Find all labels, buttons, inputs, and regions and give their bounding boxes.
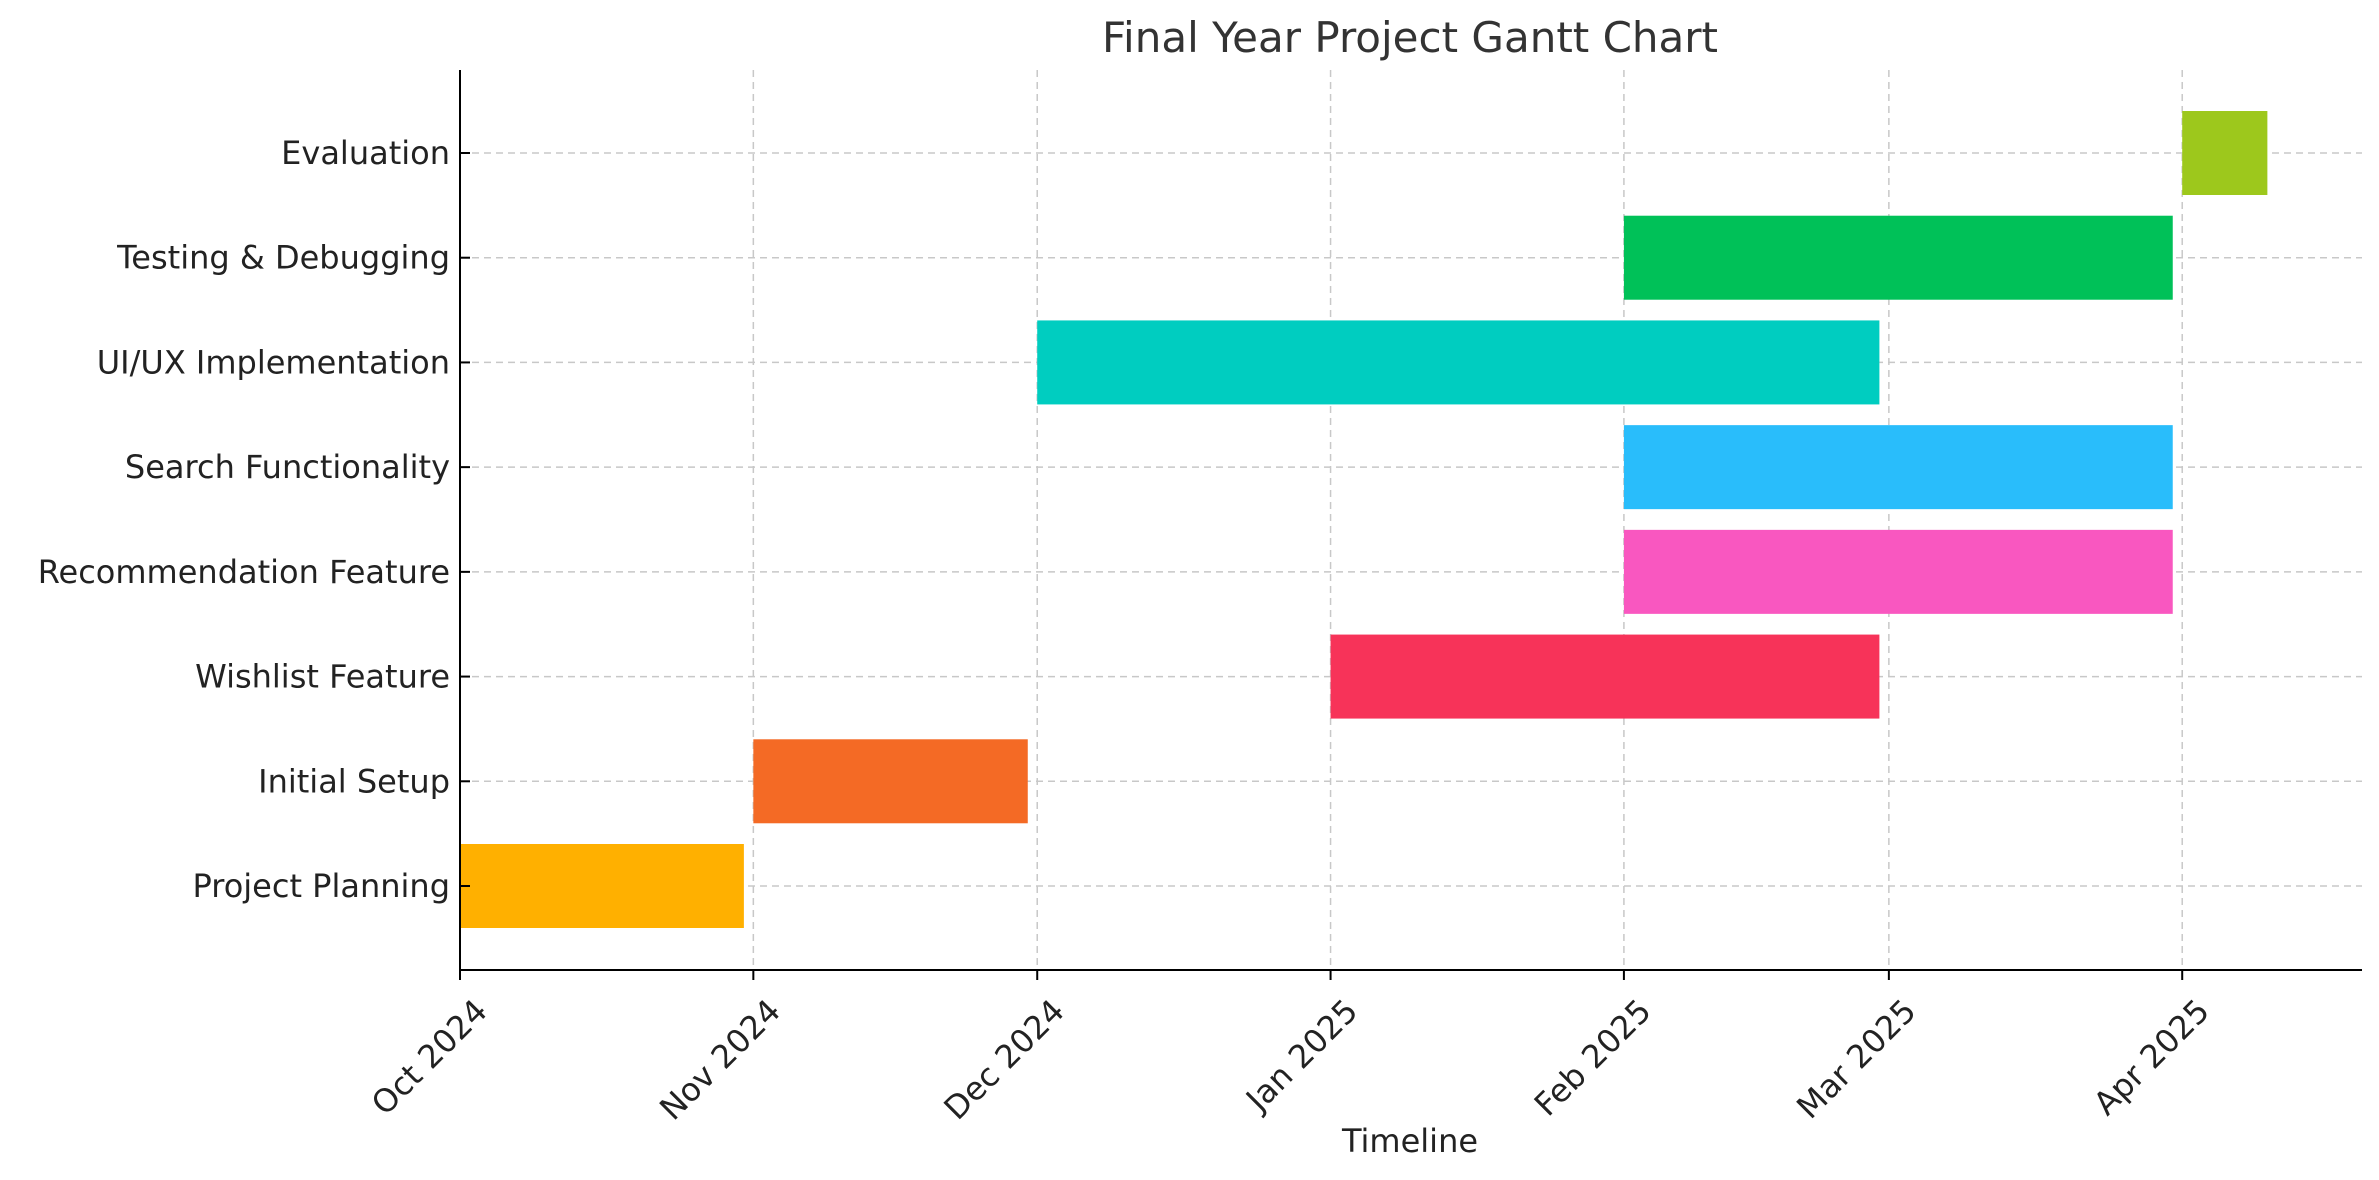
y-tick-label: Initial Setup [258, 762, 450, 800]
y-tick-label: Wishlist Feature [195, 658, 450, 696]
y-tick-label: Evaluation [281, 134, 450, 172]
chart-title: Final Year Project Gantt Chart [1102, 13, 1718, 62]
y-tick-label: Testing & Debugging [116, 239, 450, 277]
task-bar [1623, 215, 2173, 300]
x-tick-label: Nov 2024 [652, 992, 788, 1128]
x-tick-label: Oct 2024 [364, 992, 495, 1123]
task-bar [1037, 320, 1880, 405]
x-tick-label: Mar 2025 [1789, 992, 1923, 1126]
y-tick-label: Search Functionality [125, 448, 450, 486]
x-axis-label: Timeline [1341, 1122, 1478, 1160]
x-tick-label: Jan 2025 [1237, 992, 1365, 1120]
task-bar [1330, 634, 1880, 719]
y-tick-label: Recommendation Feature [38, 553, 450, 591]
task-bar [753, 739, 1028, 824]
y-tick-label: Project Planning [193, 867, 451, 905]
task-bar [1623, 425, 2173, 510]
task-bar [1623, 529, 2173, 614]
x-tick-label: Apr 2025 [2086, 992, 2217, 1123]
task-bar [2182, 111, 2268, 195]
y-tick-label: UI/UX Implementation [97, 343, 450, 381]
x-tick-label: Dec 2024 [936, 992, 1071, 1127]
x-tick-label: Feb 2025 [1527, 992, 1659, 1124]
axis-layer [459, 70, 2362, 971]
task-bar [460, 844, 744, 928]
grid-layer [459, 70, 2362, 970]
bar-layer [460, 111, 2268, 928]
